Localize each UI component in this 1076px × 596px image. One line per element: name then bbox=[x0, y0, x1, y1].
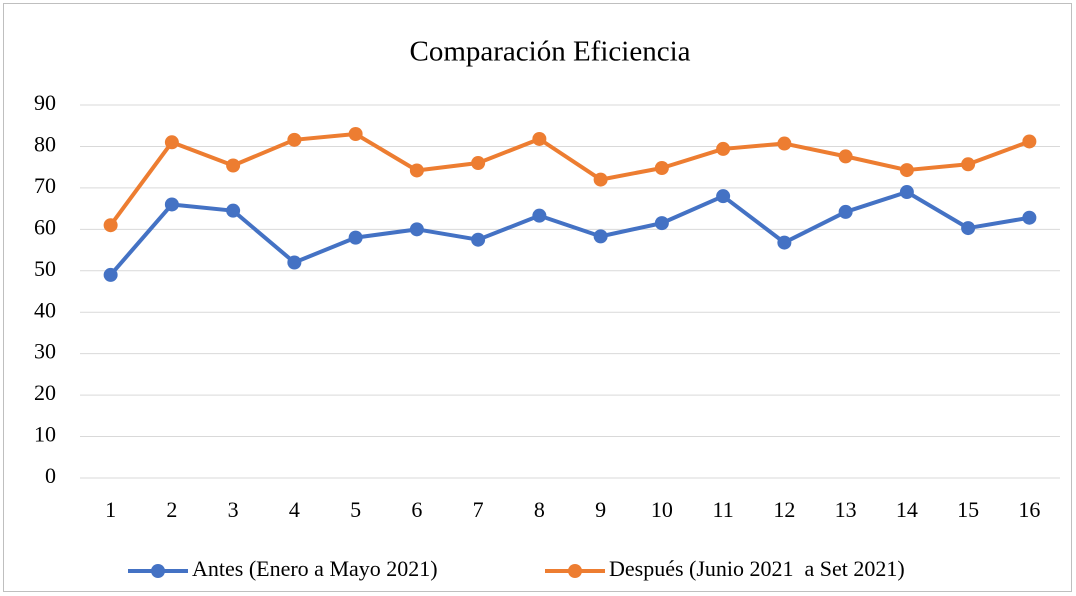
y-tick-label: 60 bbox=[34, 214, 56, 239]
data-point bbox=[532, 208, 547, 223]
x-tick-label: 3 bbox=[228, 497, 239, 522]
data-point bbox=[409, 222, 424, 237]
data-point bbox=[164, 197, 179, 212]
data-point bbox=[961, 157, 976, 172]
x-tick-label: 13 bbox=[835, 497, 857, 522]
data-point bbox=[226, 158, 241, 173]
data-point bbox=[716, 141, 731, 156]
data-point bbox=[287, 255, 302, 270]
data-point bbox=[226, 203, 241, 218]
data-point bbox=[471, 232, 486, 247]
legend-marker bbox=[568, 564, 582, 578]
y-tick-label: 90 bbox=[34, 90, 56, 115]
y-tick-label: 70 bbox=[34, 173, 56, 198]
data-point bbox=[103, 218, 118, 233]
y-tick-label: 40 bbox=[34, 297, 56, 322]
series-line bbox=[109, 132, 1031, 227]
data-point bbox=[532, 131, 547, 146]
x-tick-label: 5 bbox=[350, 497, 361, 522]
x-tick-label: 2 bbox=[166, 497, 177, 522]
data-point bbox=[716, 189, 731, 204]
x-tick-label: 4 bbox=[289, 497, 300, 522]
chart-title: Comparación Eficiencia bbox=[409, 36, 690, 68]
data-point bbox=[287, 132, 302, 147]
data-point bbox=[348, 127, 363, 142]
y-tick-label: 50 bbox=[34, 256, 56, 281]
x-tick-label: 16 bbox=[1018, 497, 1040, 522]
series-line bbox=[109, 190, 1030, 277]
y-tick-label: 0 bbox=[45, 463, 56, 488]
data-point bbox=[777, 136, 792, 151]
x-tick-label: 11 bbox=[713, 497, 734, 522]
y-tick-label: 10 bbox=[34, 422, 56, 447]
data-point bbox=[654, 160, 669, 175]
data-point bbox=[409, 163, 424, 178]
x-tick-label: 15 bbox=[957, 497, 979, 522]
y-tick-label: 30 bbox=[34, 339, 56, 364]
x-tick-label: 7 bbox=[473, 497, 484, 522]
data-point bbox=[103, 267, 118, 282]
data-point bbox=[348, 230, 363, 245]
x-tick-label: 6 bbox=[411, 497, 422, 522]
y-tick-label: 80 bbox=[34, 131, 56, 156]
chart-border bbox=[3, 3, 1072, 592]
y-tick-label: 20 bbox=[34, 380, 56, 405]
legend-label: Después (Junio 2021 a Set 2021) bbox=[609, 556, 905, 581]
data-point bbox=[777, 235, 792, 250]
legend-label: Antes (Enero a Mayo 2021) bbox=[192, 556, 438, 581]
data-point bbox=[1022, 210, 1037, 225]
x-tick-label: 10 bbox=[651, 497, 673, 522]
data-point bbox=[654, 216, 669, 231]
x-tick-label: 8 bbox=[534, 497, 545, 522]
data-point bbox=[471, 156, 486, 171]
data-point bbox=[961, 221, 976, 236]
x-tick-label: 14 bbox=[896, 497, 918, 522]
data-point bbox=[899, 185, 914, 200]
data-point bbox=[593, 172, 608, 187]
legend-marker bbox=[151, 564, 165, 578]
data-point bbox=[164, 135, 179, 150]
data-point bbox=[838, 149, 853, 164]
data-point bbox=[899, 163, 914, 178]
data-point bbox=[593, 229, 608, 244]
x-tick-label: 12 bbox=[773, 497, 795, 522]
x-tick-label: 9 bbox=[595, 497, 606, 522]
data-point bbox=[838, 204, 853, 219]
data-point bbox=[1022, 134, 1037, 149]
x-tick-label: 1 bbox=[105, 497, 116, 522]
